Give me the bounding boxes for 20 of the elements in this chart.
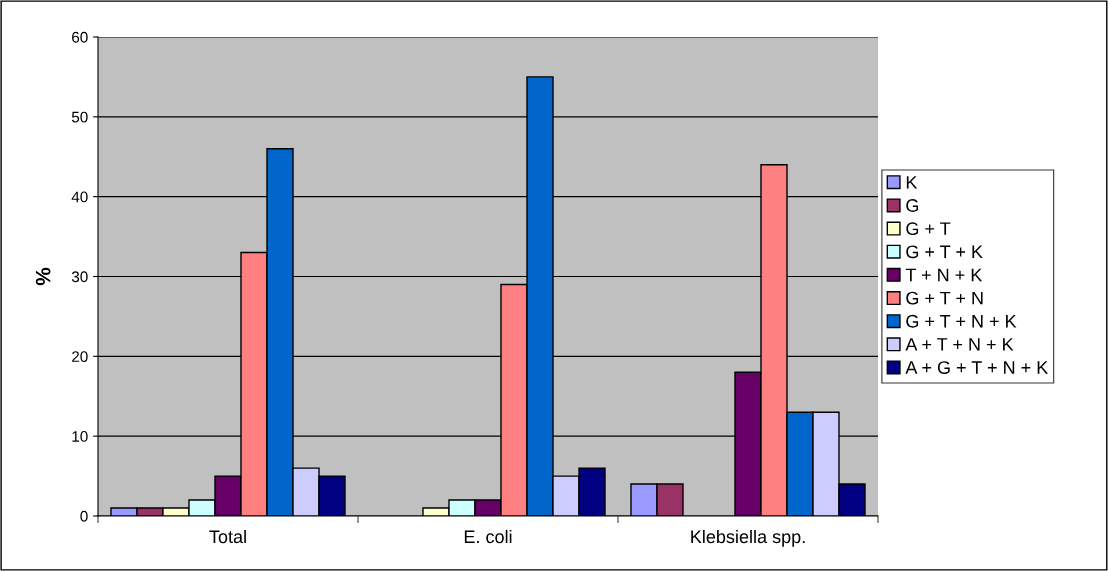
y-tick-label: 10 [72, 431, 88, 442]
x-tick-label: E. coli [464, 529, 512, 544]
legend-label: G + T + N + K [906, 314, 1017, 328]
legend-label: G + T + N [906, 291, 983, 305]
legend-label: G + T [906, 222, 951, 236]
x-tick-label: Klebsiella spp. [691, 529, 805, 547]
y-tick-label: 0 [80, 510, 88, 522]
y-tick-label: 50 [71, 111, 88, 123]
x-tick-label: Total [209, 529, 246, 544]
legend-label: K [906, 176, 918, 189]
legend-label: A + T + N + K [905, 338, 1014, 351]
y-axis-title: % [35, 267, 51, 286]
y-tick-label: 30 [71, 271, 88, 283]
y-tick-label: 60 [72, 31, 88, 43]
legend-label: T + N + K [905, 268, 983, 282]
legend-label: G + T + K [906, 245, 983, 259]
y-tick-label: 20 [72, 351, 88, 363]
legend-label: G [906, 199, 919, 212]
y-tick-label: 40 [71, 191, 88, 203]
legend-label: A + G + T + N + K [905, 361, 1049, 374]
